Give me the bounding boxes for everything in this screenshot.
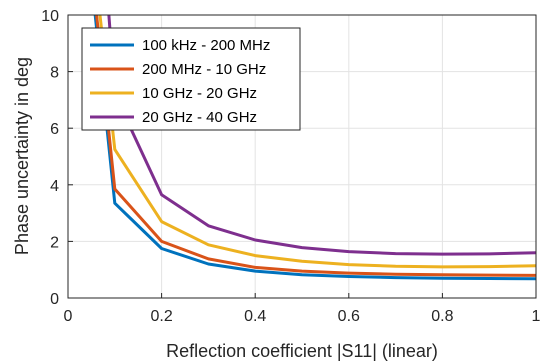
x-tick-label: 0.6 xyxy=(338,308,360,325)
y-tick-label: 10 xyxy=(41,8,59,25)
legend-label-1: 100 kHz - 200 MHz xyxy=(142,37,270,54)
legend-label-2: 200 MHz - 10 GHz xyxy=(142,61,266,78)
y-tick-label: 6 xyxy=(50,121,59,138)
legend: 100 kHz - 200 MHz 200 MHz - 10 GHz 10 GH… xyxy=(81,27,301,131)
legend-label-4: 20 GHz - 40 GHz xyxy=(142,109,257,126)
series-line-1 xyxy=(93,15,536,281)
x-axis-label: Reflection coefficient |S11| (linear) xyxy=(166,341,438,361)
plot-frame xyxy=(67,14,537,299)
legend-label-3: 10 GHz - 20 GHz xyxy=(142,85,257,102)
x-tick-label: 0.8 xyxy=(431,308,453,325)
series-line-4 xyxy=(107,15,536,256)
y-tick-label: 0 xyxy=(50,291,59,308)
series-lines xyxy=(93,15,536,281)
y-tick-label: 8 xyxy=(50,65,59,82)
y-tick-label: 2 xyxy=(50,234,59,251)
axis-ticks xyxy=(67,14,537,299)
x-tick-labels: 0 0.2 0.4 0.6 0.8 1 xyxy=(64,308,540,325)
x-tick-label: 0.4 xyxy=(244,308,266,325)
y-tick-label: 4 xyxy=(50,178,59,195)
series-line-3 xyxy=(98,15,536,269)
y-axis-label: Phase uncertainty in deg xyxy=(12,57,32,255)
x-tick-label: 1 xyxy=(532,308,540,325)
series-line-2 xyxy=(95,15,536,277)
y-tick-labels: 0 2 4 6 8 10 xyxy=(41,8,59,308)
x-tick-label: 0 xyxy=(64,308,73,325)
x-tick-label: 0.2 xyxy=(150,308,172,325)
